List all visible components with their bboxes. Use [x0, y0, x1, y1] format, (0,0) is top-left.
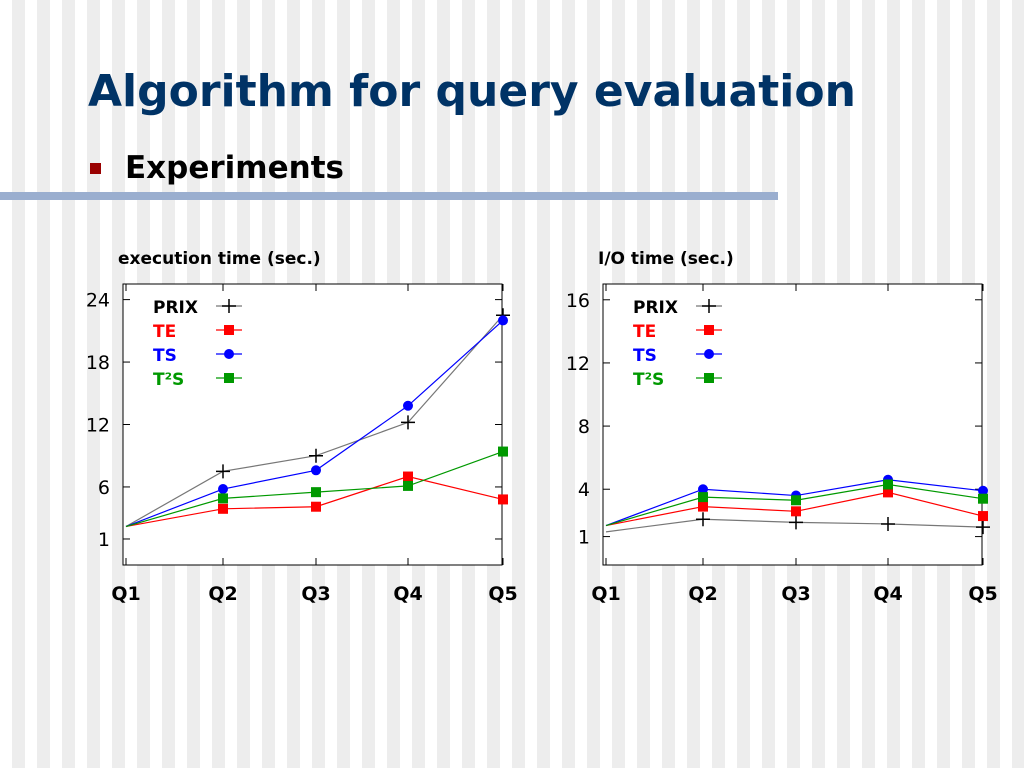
y-tick-label: 24 [86, 290, 110, 312]
y-tick-label: 4 [578, 479, 590, 501]
y-tick-label: 8 [578, 416, 590, 438]
y-tick-label: 12 [566, 353, 590, 375]
y-tick-label: 18 [86, 352, 110, 374]
title-divider [0, 192, 778, 200]
data-point-t2s [311, 487, 321, 498]
x-tick-label: Q2 [208, 583, 237, 605]
data-point-t2s [791, 495, 801, 506]
data-point-te [883, 487, 893, 498]
series-te [125, 471, 508, 528]
data-point-t2s [498, 446, 508, 457]
series-t2s [125, 446, 508, 528]
data-point-prix [976, 520, 990, 535]
x-tick-label: Q3 [301, 583, 330, 605]
io-time-chart: I/O time (sec.) 1 4 8 12 16 Q1 Q2 Q3 Q4 Q5 PRIX TE TS… [558, 240, 1018, 620]
bullet-text: Experiments [125, 150, 344, 186]
data-point-ts [218, 484, 228, 495]
bullet-item: Experiments [90, 148, 344, 188]
legend-label-te: TE [633, 322, 656, 342]
data-point-te [978, 511, 988, 522]
y-tick-label: 12 [86, 415, 110, 437]
data-point-te [218, 503, 228, 514]
data-point-ts [403, 400, 413, 411]
data-point-prix [401, 415, 415, 430]
legend-label-t2s: T²S [633, 370, 664, 390]
data-point-te [791, 506, 801, 517]
legend-marker-ts [704, 349, 714, 359]
data-point-prix [216, 464, 230, 479]
legend-label-prix: PRIX [633, 298, 678, 318]
legend-label-te: TE [153, 322, 176, 342]
chart-title: I/O time (sec.) [598, 249, 734, 269]
legend-marker-ts [224, 349, 234, 359]
y-tick-label: 1 [98, 529, 110, 551]
x-tick-label: Q3 [781, 583, 810, 605]
y-tick-label: 6 [98, 477, 110, 499]
data-point-prix [309, 448, 323, 463]
legend-label-prix: PRIX [153, 298, 198, 318]
data-point-t2s [698, 492, 708, 503]
x-tick-label: Q5 [968, 583, 997, 605]
execution-time-chart-svg: execution time (sec.) 1 6 12 18 24 Q1 Q2 Q3 Q4 Q5 P… [86, 249, 518, 605]
data-point-prix [789, 515, 803, 530]
data-point-ts [698, 484, 708, 495]
legend-marker-prix [702, 299, 716, 313]
data-point-t2s [403, 480, 413, 491]
x-tick-label: Q4 [393, 583, 422, 605]
data-point-t2s [218, 493, 228, 504]
x-tick-label: Q2 [688, 583, 717, 605]
data-point-prix [881, 516, 895, 531]
series-ts [125, 315, 508, 528]
series-prix [605, 512, 990, 535]
data-point-t2s [978, 493, 988, 504]
io-time-chart-svg: I/O time (sec.) 1 4 8 12 16 Q1 Q2 Q3 Q4 Q5 PRIX TE TS… [566, 249, 998, 605]
legend-label-t2s: T²S [153, 370, 184, 390]
data-point-te [698, 501, 708, 512]
execution-time-chart: execution time (sec.) 1 6 12 18 24 Q1 Q2 Q3 Q4 Q5 P… [78, 240, 538, 620]
plot-frame [122, 283, 503, 566]
data-point-t2s [883, 479, 893, 490]
slide-title: Algorithm for query evaluation [88, 66, 856, 117]
bullet-square-icon [90, 162, 101, 174]
data-point-te [311, 501, 321, 512]
y-tick-label: 1 [578, 527, 590, 549]
data-point-te [403, 471, 413, 482]
data-point-prix [696, 512, 710, 527]
legend-marker-prix [222, 299, 236, 313]
legend-label-ts: TS [153, 346, 177, 366]
legend-label-ts: TS [633, 346, 657, 366]
chart-title: execution time (sec.) [118, 249, 321, 269]
data-point-ts [978, 485, 988, 496]
y-tick-label: 16 [566, 290, 590, 312]
legend-marker-te [704, 325, 714, 335]
series-te [605, 487, 988, 527]
legend-marker-t2s [704, 373, 714, 383]
legend-marker-te [224, 325, 234, 335]
x-tick-label: Q5 [488, 583, 517, 605]
chart-legend: PRIX TE TS T²S [153, 298, 242, 390]
series-t2s [605, 479, 988, 527]
x-tick-label: Q4 [873, 583, 902, 605]
data-point-te [498, 494, 508, 505]
chart-legend: PRIX TE TS T²S [633, 298, 722, 390]
x-tick-label: Q1 [591, 583, 620, 605]
legend-marker-t2s [224, 373, 234, 383]
x-tick-label: Q1 [111, 583, 140, 605]
plot-frame [602, 283, 983, 566]
data-point-ts [498, 315, 508, 326]
data-point-ts [311, 465, 321, 476]
